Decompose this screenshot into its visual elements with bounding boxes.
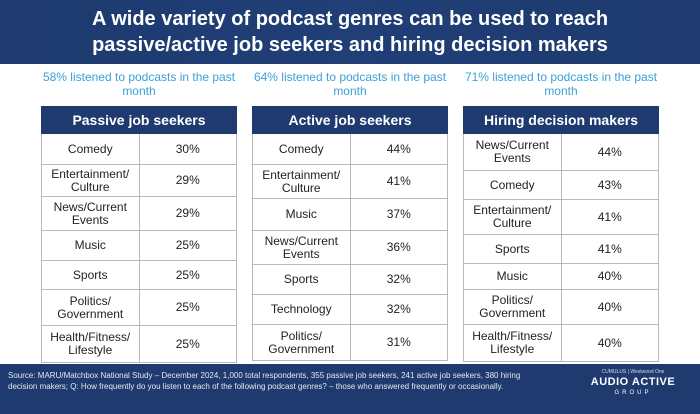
genre-label: Comedy [463,170,562,200]
panel-subtitle: 71% listened to podcasts in the past mon… [464,70,658,98]
table-row: Technology 32% [252,294,448,325]
genre-label: News/Current Events [463,133,562,171]
table-body: News/Current Events 44% Comedy 43% Entertain… [463,133,659,362]
percent-value: 29% [138,164,237,197]
genre-label: Politics/ Government [41,289,140,326]
table-row: News/Current Events 44% [463,133,659,171]
genre-table-hiring: Hiring decision makers News/Current Even… [463,106,659,362]
genre-label: Sports [463,234,562,264]
genre-label: Entertainment/ Culture [463,199,562,235]
table-row: Entertainment/ Culture 29% [41,164,237,197]
genre-label: Politics/ Government [463,289,562,325]
source-note: Source: MARU/Matchbox National Study – D… [8,370,556,392]
genre-label: Entertainment/ Culture [41,164,140,197]
percent-value: 29% [138,196,237,231]
percent-value: 25% [138,260,237,290]
percent-value: 41% [349,164,448,199]
genre-label: Health/Fitness/ Lifestyle [41,325,140,363]
logo-main-text: AUDIO ACTIVE [590,376,676,388]
table-row: Entertainment/ Culture 41% [252,164,448,199]
table-row: Entertainment/ Culture 41% [463,199,659,235]
percent-value: 41% [560,234,659,264]
table-row: Music 40% [463,263,659,290]
footer: Source: MARU/Matchbox National Study – D… [0,364,700,414]
table-row: Health/Fitness/ Lifestyle 25% [41,325,237,363]
table-row: Comedy 44% [252,133,448,165]
genre-label: Comedy [41,133,140,165]
percent-value: 44% [560,133,659,171]
table-row: News/Current Events 36% [252,230,448,265]
logo-small-text: CUMULUS | Westwood One [601,369,665,375]
genre-label: Technology [252,294,351,325]
genre-label: Music [252,198,351,231]
table-row: Comedy 43% [463,170,659,200]
percent-value: 32% [349,264,448,295]
genre-label: Comedy [252,133,351,165]
panel-subtitle: 58% listened to podcasts in the past mon… [42,70,236,98]
percent-value: 32% [349,294,448,325]
genre-label: Music [41,230,140,261]
panel-active: 64% listened to podcasts in the past mon… [252,70,448,361]
percent-value: 40% [560,324,659,362]
percent-value: 31% [349,324,448,361]
genre-label: News/Current Events [41,196,140,231]
percent-value: 43% [560,170,659,200]
table-header: Passive job seekers [41,106,237,134]
title-line-1: A wide variety of podcast genres can be … [91,8,609,30]
percent-value: 37% [349,198,448,231]
table-row: Politics/ Government 31% [252,324,448,361]
title-banner: A wide variety of podcast genres can be … [0,0,700,64]
percent-value: 40% [560,263,659,290]
table-row: News/Current Events 29% [41,196,237,231]
title-line-2: passive/active job seekers and hiring de… [92,34,608,56]
genre-label: Politics/ Government [252,324,351,361]
percent-value: 25% [138,289,237,326]
table-row: Sports 32% [252,264,448,295]
table-row: Politics/ Government 40% [463,289,659,325]
percent-value: 30% [138,133,237,165]
table-body: Comedy 44% Entertainment/ Culture 41% Music 3… [252,133,448,361]
table-header: Active job seekers [252,106,448,134]
source-line-2: decision makers; Q: How frequently do yo… [8,382,504,391]
table-row: Comedy 30% [41,133,237,165]
genre-label: News/Current Events [252,230,351,265]
table-row: Health/Fitness/ Lifestyle 40% [463,324,659,362]
table-row: Music 37% [252,198,448,231]
percent-value: 25% [138,230,237,261]
percent-value: 25% [138,325,237,363]
table-row: Sports 25% [41,260,237,290]
percent-value: 36% [349,230,448,265]
panel-hiring: 71% listened to podcasts in the past mon… [463,70,659,362]
genre-label: Sports [252,264,351,295]
percent-value: 44% [349,133,448,165]
genre-label: Sports [41,260,140,290]
percent-value: 40% [560,289,659,325]
genre-table-passive: Passive job seekers Comedy 30% Entertainme… [41,106,237,363]
percent-value: 41% [560,199,659,235]
panel-passive: 58% listened to podcasts in the past mon… [41,70,237,363]
genre-label: Health/Fitness/ Lifestyle [463,324,562,362]
table-row: Sports 41% [463,234,659,264]
genre-label: Music [463,263,562,290]
source-line-1: Source: MARU/Matchbox National Study – D… [8,371,521,380]
table-header: Hiring decision makers [463,106,659,134]
table-body: Comedy 30% Entertainment/ Culture 29% News/C… [41,133,237,363]
logo-sub-text: GROUP [614,390,652,396]
table-row: Politics/ Government 25% [41,289,237,326]
genre-label: Entertainment/ Culture [252,164,351,199]
table-row: Music 25% [41,230,237,261]
panel-subtitle: 64% listened to podcasts in the past mon… [253,70,447,98]
brand-logo: CUMULUS | Westwood One AUDIO ACTIVE GROU… [578,368,688,397]
genre-table-active: Active job seekers Comedy 44% Entertainmen… [252,106,448,361]
